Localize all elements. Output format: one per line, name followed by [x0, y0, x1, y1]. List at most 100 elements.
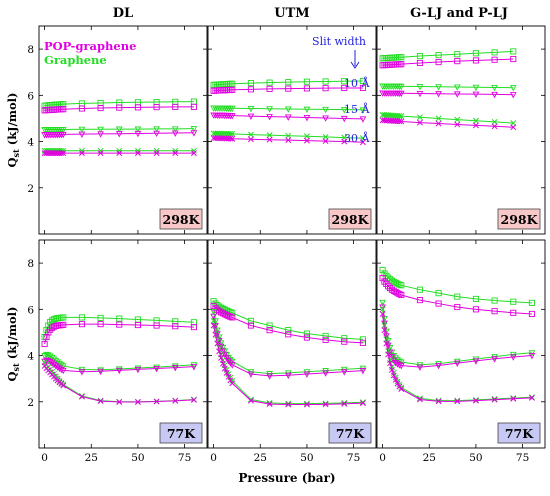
data-point [266, 79, 273, 86]
data-point [453, 360, 461, 368]
data-point [396, 291, 403, 298]
x-tick-label: 75 [516, 452, 529, 464]
data-point [97, 126, 104, 134]
data-point [153, 126, 160, 133]
data-point [190, 103, 197, 110]
data-point [510, 124, 517, 131]
series-pop-graphene-square [379, 55, 517, 69]
data-point [229, 135, 236, 142]
temperature-label: 298K [501, 212, 539, 227]
panels: 2 4 6 8 298K 298K 298K 2 4 6 8 0 25 50 75 77K 0 25 50 75 77K… [27, 25, 546, 464]
data-point [303, 106, 311, 114]
data-point [58, 150, 65, 157]
data-point [153, 322, 160, 329]
series-graphene-square [379, 266, 535, 306]
series-pop-graphene-square [210, 84, 366, 94]
data-point [435, 361, 442, 368]
data-point [228, 358, 236, 366]
svg-text:Qst (kJ/mol): Qst (kJ/mol) [5, 93, 21, 168]
data-point [379, 275, 386, 282]
series-line [213, 311, 363, 375]
data-point [340, 107, 348, 114]
data-point [219, 348, 227, 355]
data-point [190, 150, 197, 157]
series-pop-graphene-triangle [41, 357, 198, 376]
data-point [153, 364, 160, 371]
data-point [303, 401, 310, 408]
series-line [382, 277, 532, 315]
data-point [285, 331, 292, 338]
data-point [97, 314, 104, 321]
data-point [398, 118, 405, 125]
data-point [116, 150, 123, 157]
data-point [285, 79, 292, 86]
data-point [435, 300, 442, 307]
data-point [340, 369, 348, 376]
x-tick-label: 50 [131, 452, 144, 464]
data-point [225, 373, 232, 380]
data-point [322, 85, 329, 92]
series-line [213, 316, 363, 377]
data-point [379, 299, 386, 307]
data-point [60, 150, 67, 157]
panel-bottom-2: 0 25 50 75 77K [376, 239, 546, 464]
temperature-label: 298K [163, 212, 201, 227]
data-point [134, 126, 142, 133]
data-point [359, 84, 366, 91]
x-tick-label: 25 [423, 452, 436, 464]
y-tick-label: 2 [27, 397, 34, 409]
data-point [454, 121, 461, 128]
data-point [247, 86, 254, 93]
data-point [398, 61, 405, 68]
data-point [509, 92, 517, 99]
data-point [341, 399, 348, 406]
panel-frame [38, 239, 208, 449]
data-point [266, 327, 273, 334]
data-point [396, 362, 403, 369]
series-pop-graphene-x [210, 322, 366, 408]
series-line [213, 114, 363, 120]
series-graphene-x [379, 112, 517, 127]
data-point [303, 85, 310, 92]
data-point [153, 104, 160, 111]
data-point [491, 56, 498, 63]
data-point [212, 331, 219, 338]
data-point [398, 291, 405, 299]
data-point [472, 356, 480, 363]
data-point [379, 266, 386, 274]
data-point [359, 336, 366, 343]
series-pop-graphene-x [379, 311, 535, 405]
x-tick-label: 0 [210, 452, 217, 464]
x-tick-label: 25 [85, 452, 98, 464]
data-point [266, 322, 273, 329]
panel-frame [376, 25, 546, 235]
data-point [266, 136, 273, 143]
data-point [227, 360, 234, 367]
data-point [303, 78, 310, 85]
data-point [116, 315, 123, 322]
data-point [171, 365, 179, 372]
data-point [266, 85, 273, 92]
data-point [322, 106, 329, 114]
y-tick-label: 6 [27, 90, 34, 102]
series-graphene-square [210, 77, 366, 88]
data-point [247, 397, 254, 404]
data-point [472, 358, 480, 365]
y-axis-label-unit: (kJ/mol) [5, 307, 19, 364]
slit-width-label: Slit width [312, 35, 366, 48]
data-point [340, 115, 348, 123]
data-point [303, 137, 310, 144]
data-point [219, 360, 226, 367]
data-point [285, 85, 292, 92]
data-point [97, 147, 104, 154]
x-tick-label: 50 [300, 452, 313, 464]
y-axis-label-sub: st [11, 149, 21, 158]
data-point [78, 321, 85, 328]
data-point [78, 105, 85, 112]
series-line [213, 300, 363, 340]
data-point [190, 364, 198, 371]
data-point [394, 290, 401, 297]
data-point [303, 133, 310, 140]
data-point [435, 91, 442, 98]
data-point [390, 372, 397, 379]
